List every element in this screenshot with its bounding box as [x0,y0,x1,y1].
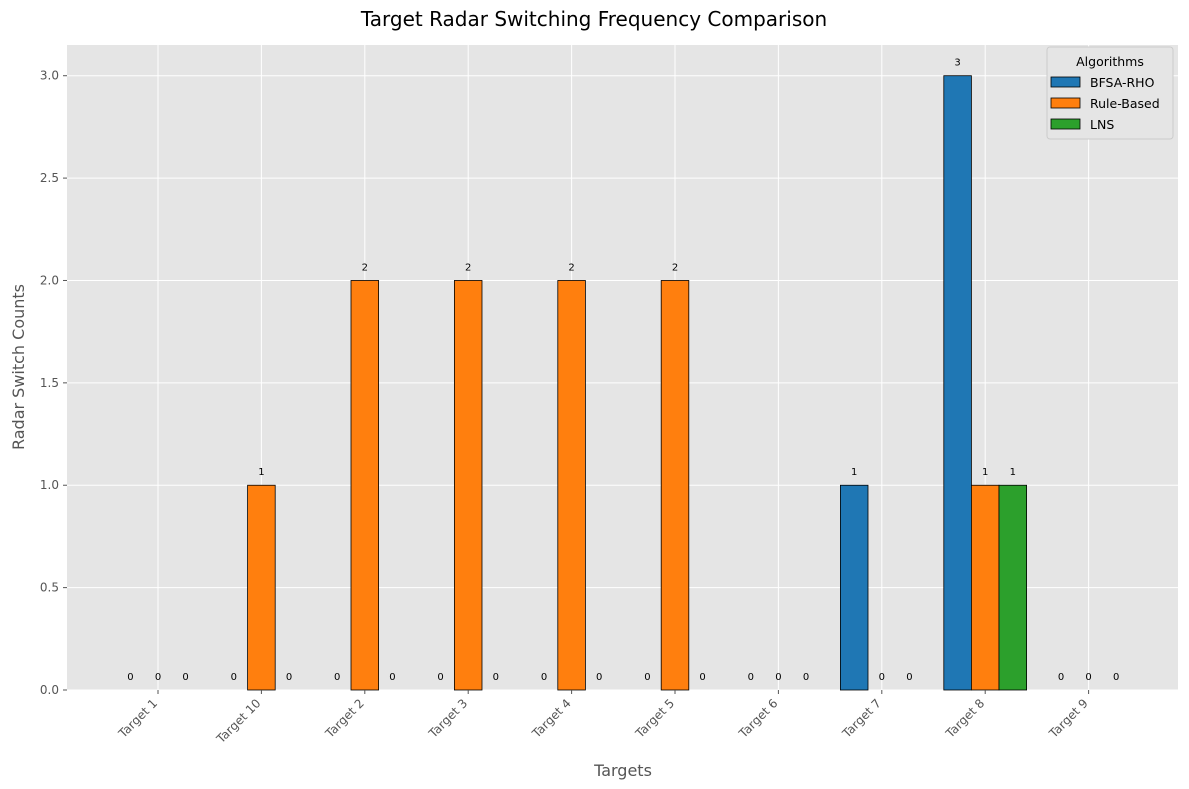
x-tick-label: Target 6 [736,696,781,741]
x-axis-title: Targets [593,761,652,780]
data-label: 0 [699,672,705,683]
x-tick-label: Target 4 [529,696,574,741]
x-tick-label: Target 7 [839,696,884,741]
x-tick-label: Target 1 [115,696,160,741]
data-label: 0 [334,672,340,683]
legend-swatch [1050,97,1081,109]
data-label: 0 [596,672,602,683]
data-label: 2 [362,262,368,273]
bar [660,280,690,691]
data-label: 2 [465,262,471,273]
data-label: 0 [1085,672,1091,683]
bar [557,280,586,691]
x-tick-label: Target 3 [425,696,470,741]
data-label: 0 [155,672,161,683]
y-tick-label: 1.5 [40,376,59,390]
bars [247,75,1028,691]
x-tick-label: Target 5 [632,696,677,741]
bar [840,484,869,691]
data-label: 0 [879,672,885,683]
y-tick-labels: 0.0 0.5 1.0 1.5 2.0 2.5 3.0 [40,69,67,697]
data-label: 0 [748,672,754,683]
x-tick-label: Target 8 [942,696,987,741]
legend-label: Rule-Based [1090,96,1160,111]
bar [998,484,1028,691]
x-tick-label: Target 2 [322,696,367,741]
data-label: 0 [1058,672,1064,683]
data-label: 0 [389,672,395,683]
legend-swatch [1050,76,1081,88]
bar [350,280,380,691]
y-tick-label: 0.5 [40,581,59,595]
y-tick-label: 2.5 [40,171,59,185]
legend-swatch [1050,118,1081,130]
x-tick-label: Target 10 [213,696,263,746]
data-label: 1 [258,467,264,478]
data-label: 1 [982,467,988,478]
y-tick-label: 2.0 [40,273,59,287]
x-tick-label: Target 9 [1046,696,1091,741]
data-label: 0 [541,672,547,683]
data-label: 0 [644,672,650,683]
data-label: 0 [127,672,133,683]
bar [247,484,276,691]
bar [943,75,972,691]
legend-box [1046,46,1174,140]
data-label: 2 [672,262,678,273]
legend: Algorithms BFSA-RHO Rule-Based LNS [1046,46,1174,140]
y-axis-title: Radar Switch Counts [9,284,28,450]
data-label: 0 [775,672,781,683]
y-tick-label: 0.0 [40,683,59,697]
legend-items: BFSA-RHO Rule-Based LNS [1050,75,1160,132]
data-label: 1 [851,467,857,478]
bar [453,280,483,691]
data-label: 2 [568,262,574,273]
data-label: 0 [493,672,499,683]
data-label: 0 [286,672,292,683]
data-label: 0 [906,672,912,683]
data-label: 0 [437,672,443,683]
bar [971,484,1000,691]
x-tick-labels: Target 1 Target 10 Target 2 Target 3 Target … [115,690,1091,747]
legend-label: LNS [1090,117,1114,132]
y-tick-label: 1.0 [40,478,59,492]
data-label: 0 [182,672,188,683]
data-label: 0 [803,672,809,683]
chart-title: Target Radar Switching Frequency Compari… [360,7,827,31]
y-tick-label: 3.0 [40,69,59,83]
data-label: 1 [1010,467,1016,478]
legend-label: BFSA-RHO [1090,75,1155,90]
legend-title: Algorithms [1076,54,1144,69]
data-labels: 0 0 0 0 0 0 0 1 3 0 0 1 2 2 2 2 0 0 1 0 0 0 0 0 0 0 0 0 1 0 [127,58,1119,683]
data-label: 0 [231,672,237,683]
data-label: 0 [1113,672,1119,683]
data-label: 3 [954,58,960,69]
